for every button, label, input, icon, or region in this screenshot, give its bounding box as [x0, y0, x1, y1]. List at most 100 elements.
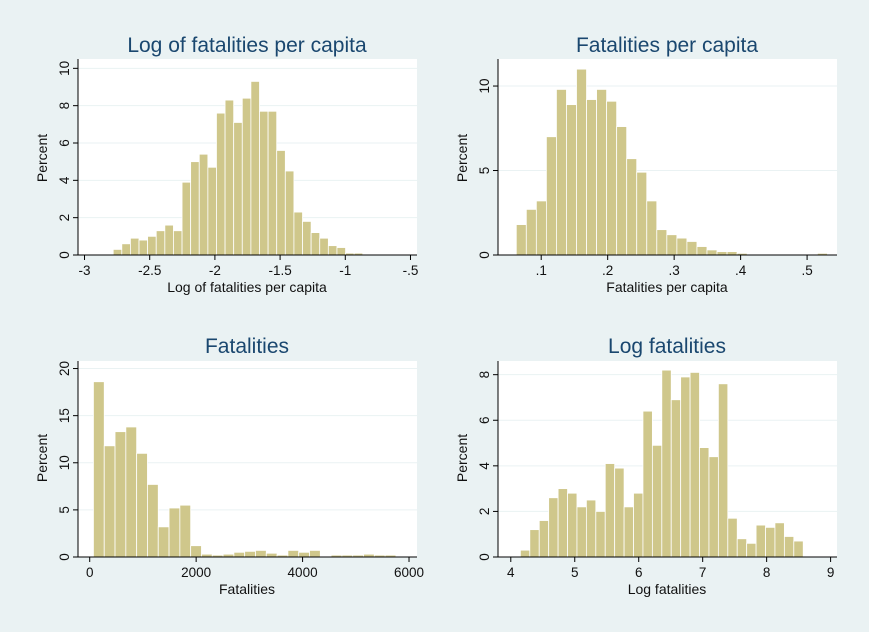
histogram-bar: [535, 200, 547, 256]
histogram-bar: [696, 246, 708, 256]
histogram-bar: [706, 249, 718, 256]
histogram-bar: [284, 170, 295, 256]
histogram-bar: [676, 237, 688, 256]
x-tick-label: 2000: [181, 565, 211, 580]
chart-title: Log fatalities: [608, 335, 726, 358]
histogram-bar: [716, 251, 728, 256]
y-tick-label: 20: [57, 361, 72, 376]
histogram-bar: [287, 550, 300, 558]
histogram-bar: [147, 235, 157, 256]
histogram-bar: [136, 452, 148, 558]
histogram-bar: [168, 507, 181, 558]
x-tick-label: 6000: [394, 565, 424, 580]
histogram-bar: [190, 545, 202, 558]
x-tick-label: .5: [801, 263, 812, 278]
x-tick-label: .4: [735, 263, 747, 278]
histogram-bar: [267, 110, 278, 256]
histogram-bar: [699, 447, 710, 558]
histogram-bar: [114, 431, 127, 558]
histogram-bar: [327, 245, 338, 256]
histogram-bar: [244, 550, 256, 558]
panel-log-fatalities-per-capita: Log of fatalities per capita Percent Log…: [34, 34, 367, 295]
histogram-bar: [557, 488, 568, 558]
histogram-plot: 0 2 4 6 8 4 5 6 7 8 9: [477, 361, 837, 580]
x-tick-label: 5: [571, 565, 579, 580]
x-axis-label: Log of fatalities per capita: [167, 279, 327, 295]
histogram-bar: [689, 371, 700, 558]
histogram-bar: [276, 150, 286, 256]
panel-fatalities: Fatalities Percent Fatalities: [34, 335, 289, 597]
y-tick-label: 6: [57, 139, 72, 147]
y-axis-label: Percent: [454, 134, 470, 182]
y-tick-label: 8: [57, 102, 72, 110]
histogram-bar: [147, 484, 159, 558]
histogram-bar: [636, 171, 648, 256]
histogram-bar: [556, 89, 567, 256]
histogram-plot: 0 5 10 .1 .2 .3 .4 .5: [477, 59, 837, 278]
x-tick-label: -1.5: [268, 263, 291, 278]
x-tick-label: -.5: [403, 263, 419, 278]
y-tick-label: 15: [57, 408, 72, 423]
y-tick-label: 5: [57, 506, 72, 514]
histogram-bar: [181, 181, 192, 256]
histogram-bar: [259, 110, 269, 256]
histogram-bar: [130, 237, 140, 256]
x-tick-label: 8: [763, 565, 771, 580]
histogram-bar: [179, 504, 192, 558]
histogram-bar: [103, 445, 116, 558]
x-tick-label: -2.5: [138, 263, 161, 278]
histogram-bar: [680, 376, 691, 558]
histogram-plot: 0 2 4 6 8 10 -3 -2.5 -2 -1.5 -1 -.5: [57, 59, 418, 278]
histogram-bar: [310, 232, 321, 256]
histogram-bar: [302, 220, 312, 256]
x-axis-label: Log fatalities: [628, 581, 707, 597]
histogram-bar: [309, 550, 321, 558]
y-tick-label: 5: [477, 167, 492, 175]
histogram-bar: [241, 97, 252, 256]
histogram-bar: [293, 211, 303, 256]
histogram-bar: [157, 526, 170, 558]
x-tick-label: .2: [602, 263, 613, 278]
x-axis-label: Fatalities: [219, 581, 275, 597]
histogram-bar: [633, 492, 644, 558]
histogram-bar: [614, 467, 625, 558]
histogram-bar: [604, 463, 616, 558]
chart-title: Fatalities: [205, 335, 289, 358]
y-tick-label: 0: [477, 553, 492, 561]
histogram-bar: [525, 208, 537, 256]
x-tick-label: .1: [536, 263, 547, 278]
panel-fatalities-per-capita: Fatalities per capita Percent Fatalities…: [454, 34, 758, 295]
histogram-bar: [576, 506, 587, 558]
histogram-bar: [548, 497, 559, 558]
histogram-bar: [746, 542, 757, 558]
x-tick-label: -1: [339, 263, 351, 278]
y-axis-label: Percent: [454, 434, 470, 482]
histogram-bar: [265, 552, 278, 558]
histogram-bar: [190, 161, 200, 256]
histogram-bar: [717, 383, 729, 558]
histogram-bar: [666, 234, 678, 256]
histogram-bar: [216, 112, 226, 256]
y-tick-label: 0: [57, 251, 72, 259]
histogram-bar: [576, 68, 587, 256]
histogram-bar: [529, 529, 540, 558]
histogram-bar: [173, 230, 183, 256]
histogram-bar: [626, 158, 638, 256]
histogram-bar: [164, 224, 174, 256]
histogram-bar: [774, 522, 785, 558]
y-axis-label: Percent: [34, 134, 50, 182]
histogram-bar: [250, 81, 260, 256]
histogram-bar: [793, 540, 804, 558]
histogram-bar: [138, 239, 149, 256]
histogram-bar: [207, 166, 217, 256]
y-tick-label: 0: [477, 251, 492, 259]
x-tick-label: 9: [827, 565, 835, 580]
histogram-plot: 0 5 10 15 20 0 2000 4000 6000: [57, 361, 424, 580]
histogram-bar: [642, 410, 653, 558]
histogram-bar: [686, 241, 698, 256]
histogram-bar: [545, 136, 557, 256]
histogram-bar: [708, 456, 719, 558]
chart-title: Fatalities per capita: [576, 34, 758, 57]
histogram-bar: [519, 549, 531, 558]
histogram-bar: [224, 99, 235, 256]
